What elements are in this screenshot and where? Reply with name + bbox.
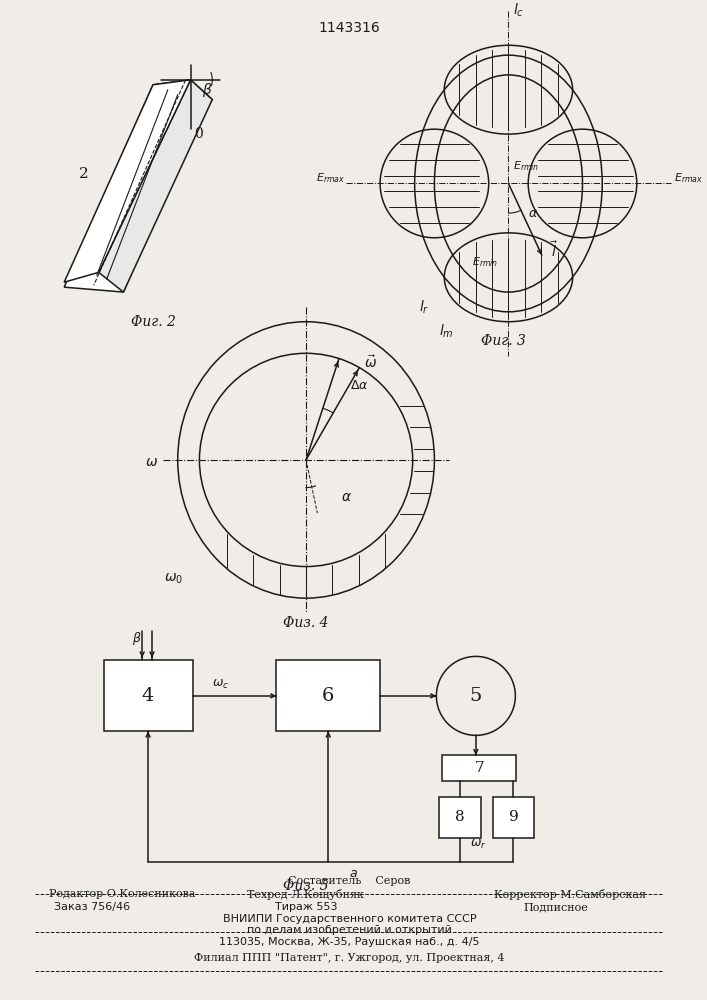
Text: $E_{rmax}$: $E_{rmax}$ [316,172,346,185]
Text: 1143316: 1143316 [319,21,380,35]
Text: $\Delta\alpha$: $\Delta\alpha$ [351,379,369,392]
Text: 9: 9 [508,810,518,824]
Text: Φиз. 4: Φиз. 4 [284,616,329,630]
Text: Корректор М.Самборская: Корректор М.Самборская [493,889,645,900]
Bar [439,797,481,838]
Text: 4: 4 [142,687,154,705]
Text: 0: 0 [194,127,203,141]
Text: $l_m$: $l_m$ [440,323,454,340]
Bar [443,755,516,781]
Text: $\beta$: $\beta$ [132,630,142,647]
Text: $\vec{l}$: $\vec{l}$ [550,240,558,260]
Text: $\omega$: $\omega$ [145,455,158,469]
Bar [493,797,534,838]
Text: $\vec{\omega}$: $\vec{\omega}$ [364,354,378,371]
Text: $E_{rmin}$: $E_{rmin}$ [513,159,539,173]
Text: Заказ 756/46: Заказ 756/46 [54,902,130,912]
Polygon shape [64,80,212,292]
Text: 5: 5 [469,687,482,705]
Text: $\omega_c$: $\omega_c$ [211,677,229,691]
Text: $\omega_0$: $\omega_0$ [163,571,182,586]
Polygon shape [64,80,191,282]
Text: $\alpha$: $\alpha$ [528,207,538,220]
Bar [104,660,192,731]
Text: Подписное: Подписное [523,902,588,912]
Text: 113035, Москва, Ж-35, Раушская наб., д. 4/5: 113035, Москва, Ж-35, Раушская наб., д. … [219,937,480,947]
Text: по делам изобретений и открытий: по делам изобретений и открытий [247,925,452,935]
Text: ВНИИПИ Государственного комитета СССР: ВНИИПИ Государственного комитета СССР [223,914,477,924]
Polygon shape [99,80,212,292]
Text: $a$: $a$ [349,867,357,880]
Text: $l_r$: $l_r$ [419,298,429,316]
Text: 2: 2 [79,167,89,181]
Text: Редактор О.Колесникова: Редактор О.Колесникова [49,889,196,899]
Text: 6: 6 [322,687,334,705]
Bar [276,660,380,731]
Text: $l_c$: $l_c$ [513,2,525,19]
Text: 7: 7 [474,761,484,775]
Text: Филиал ППП "Патент", г. Ужгород, ул. Проектная, 4: Филиал ППП "Патент", г. Ужгород, ул. Про… [194,953,505,963]
Text: $E_{rmax}$: $E_{rmax}$ [674,172,703,185]
Text: $\omega_r$: $\omega_r$ [470,837,486,851]
Text: Тираж 553: Тираж 553 [275,902,337,912]
Text: Φиз. 5: Φиз. 5 [284,879,329,893]
Text: 8: 8 [455,810,465,824]
Text: $\beta$: $\beta$ [202,81,213,99]
Text: $\alpha$: $\alpha$ [341,490,351,504]
Text: $E_{rmin}$: $E_{rmin}$ [472,256,498,269]
Text: Φиг. 3: Φиг. 3 [481,334,526,348]
Text: Составитель    Серов: Составитель Серов [288,876,411,886]
Text: Φиг. 2: Φиг. 2 [131,315,175,329]
Text: Техред Л.Кощубняк: Техред Л.Кощубняк [247,889,363,900]
